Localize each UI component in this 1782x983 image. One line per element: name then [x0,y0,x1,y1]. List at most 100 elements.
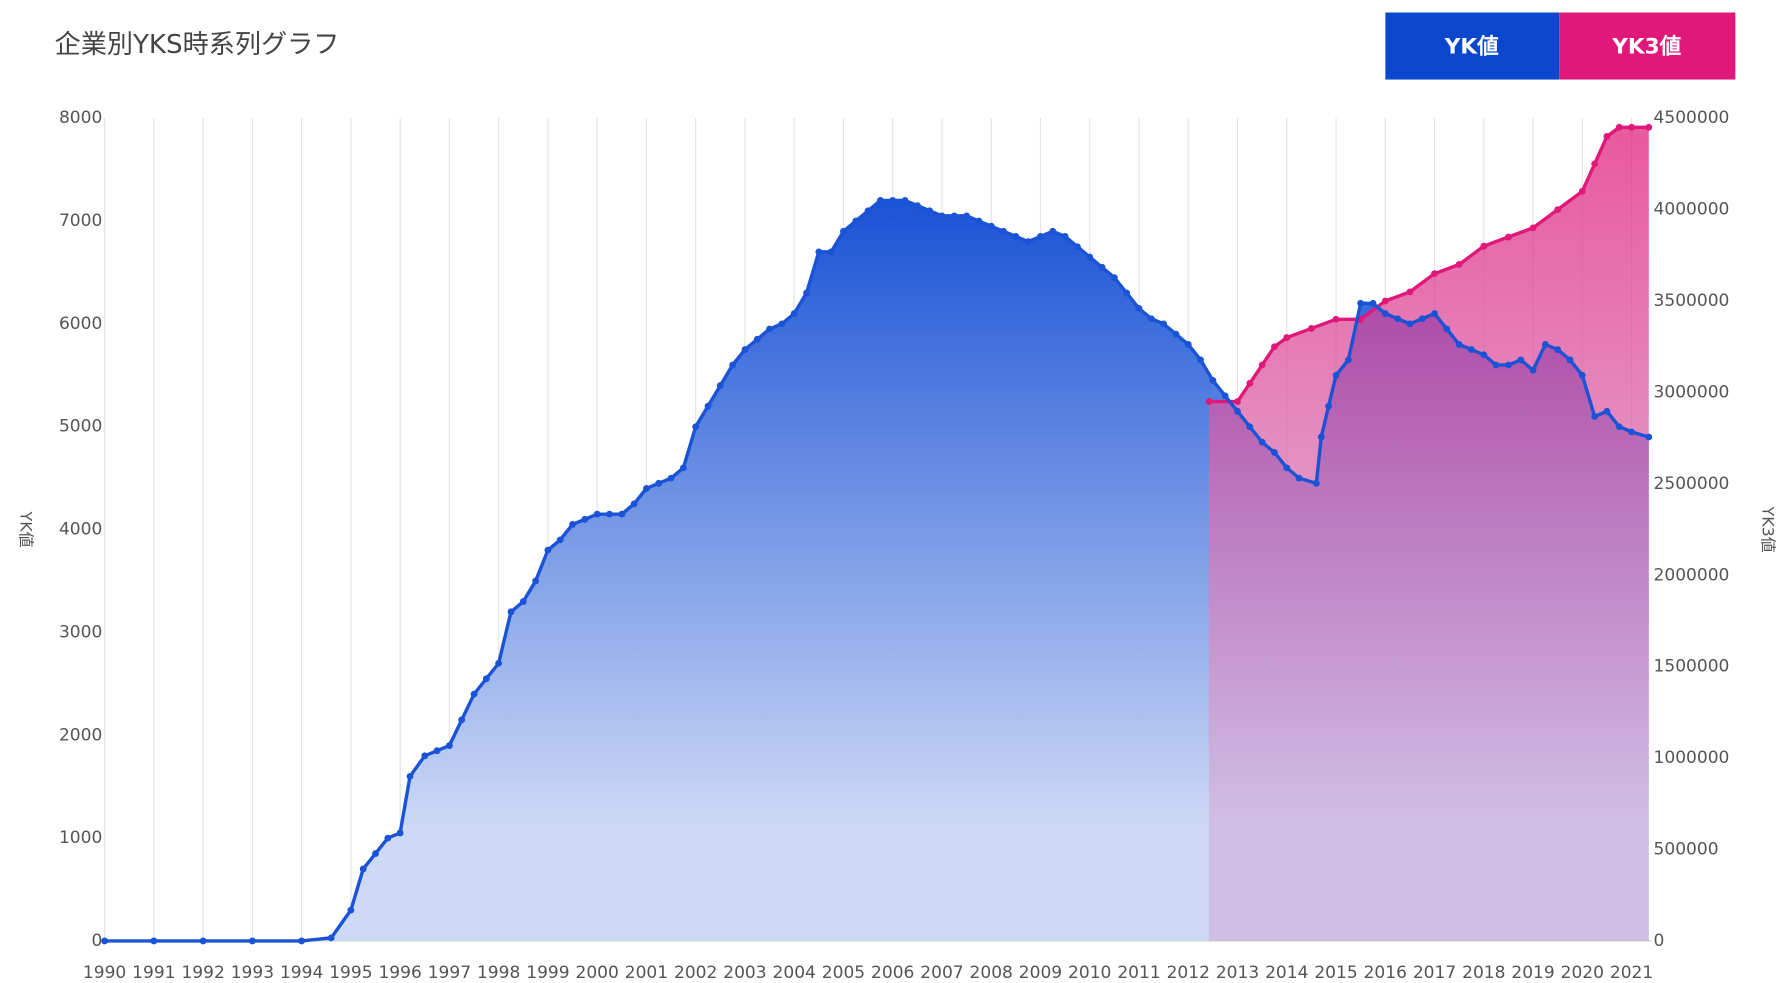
point [766,325,773,333]
point [1234,407,1241,415]
x-tick-label: 1990 [83,963,126,983]
x-tick-label: 2007 [920,963,963,983]
point [1468,346,1475,353]
legend-label[interactable]: YK値 [1444,35,1499,60]
point [1283,334,1291,342]
point [729,361,737,369]
point [840,227,847,235]
point [445,742,453,749]
y-tick-label: 0 [91,931,102,951]
point [1566,356,1574,364]
point [507,608,515,616]
point [1615,423,1623,431]
point [926,207,934,215]
point [581,515,589,523]
point [741,346,749,353]
point [704,402,712,410]
point [1271,343,1278,351]
point [1591,413,1599,420]
point [1541,341,1549,348]
y2-tick-label: 2500000 [1654,474,1730,494]
point [1381,297,1389,305]
point [1578,187,1586,195]
x-tick-label: 2008 [970,963,1013,983]
y-tick-label: 8000 [59,108,102,128]
point [1317,433,1325,441]
point [1086,253,1094,261]
point [1344,356,1352,364]
point [1172,330,1180,338]
point [1431,310,1438,318]
x-tick-label: 2017 [1413,963,1456,983]
point [606,510,613,518]
y2-axis-label: YK3値 [1759,505,1778,552]
legend-label[interactable]: YK3値 [1611,35,1681,60]
point [1603,407,1611,415]
y2-tick-label: 3000000 [1654,382,1730,402]
point [1357,299,1365,307]
point [1325,402,1333,410]
point [753,335,761,343]
x-tick-label: 2015 [1314,963,1357,983]
y2-tick-label: 4000000 [1654,200,1730,220]
point [1645,123,1653,131]
point [1197,356,1204,364]
x-tick-label: 2018 [1462,963,1505,983]
point [101,937,109,945]
point [1110,274,1118,282]
legend-swatch[interactable] [1385,12,1560,80]
point [815,248,823,256]
point [1221,392,1229,400]
point [667,474,675,482]
point [1431,270,1438,278]
point [1160,320,1168,328]
chart-title: 企業別YKS時系列グラフ [55,30,340,60]
point [1480,351,1488,359]
point [1037,233,1044,240]
point [1246,423,1254,431]
point [532,577,540,585]
point [630,500,638,508]
x-tick-label: 1996 [378,963,421,983]
y2-tick-label: 0 [1654,931,1665,951]
point [406,772,414,780]
point [421,752,429,760]
point [889,197,897,204]
point [1258,361,1266,369]
point [1394,315,1401,323]
point [347,906,355,914]
y-tick-label: 7000 [59,211,102,231]
point [556,536,564,544]
point [458,716,466,724]
point [655,479,663,487]
point [1332,315,1340,323]
point [679,464,687,472]
x-tick-label: 1993 [231,963,274,983]
point [1529,224,1537,232]
point [1012,233,1020,240]
point [1184,341,1192,348]
x-tick-label: 2011 [1117,963,1160,983]
point [1147,315,1155,323]
point [569,521,576,528]
point [1209,377,1217,384]
y2-tick-label: 3500000 [1654,291,1730,311]
point [1480,242,1488,250]
y2-tick-label: 500000 [1654,840,1719,860]
point [1135,305,1143,312]
point [1603,133,1611,140]
point [1505,361,1512,369]
point [643,485,650,492]
point [1591,160,1599,168]
point [938,212,946,220]
point [1406,288,1414,296]
point [1628,428,1635,436]
point [519,598,527,605]
y2-tick-label: 2000000 [1654,565,1730,585]
x-tick-label: 2016 [1364,963,1407,983]
y-tick-label: 5000 [59,417,102,437]
point [327,934,335,942]
point [593,510,601,518]
legend-swatch[interactable] [1559,12,1736,80]
point [433,747,441,755]
